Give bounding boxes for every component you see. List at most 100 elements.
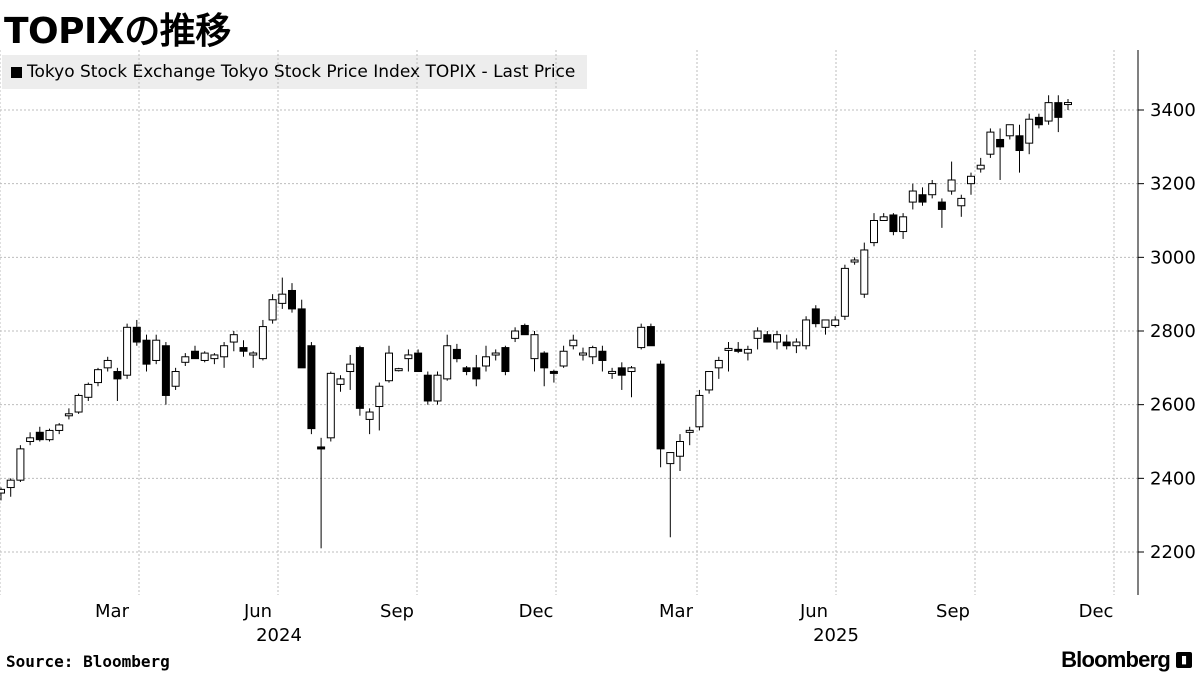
candle (957, 194, 966, 217)
candle-body (724, 347, 733, 351)
x-tick-label: Jun (799, 601, 828, 622)
candle-body (191, 350, 199, 360)
candle (559, 345, 568, 368)
candle-body (918, 194, 927, 203)
candle (142, 334, 151, 372)
candle-body (346, 363, 355, 373)
candle (1005, 124, 1014, 140)
candle (705, 371, 714, 394)
candle (181, 353, 190, 366)
candle-body (375, 385, 384, 408)
candle-body (656, 363, 665, 450)
candle-body (831, 319, 840, 326)
candle-body (792, 341, 801, 347)
candle-body (1034, 116, 1043, 126)
candle (899, 213, 908, 239)
candle-body (559, 350, 568, 367)
candle-body (976, 164, 985, 170)
candle-body (123, 326, 132, 376)
candle (229, 331, 238, 352)
candle (753, 327, 762, 350)
candle (394, 367, 403, 372)
candle-body (782, 341, 791, 347)
candle-body (297, 308, 306, 369)
candle-body (132, 326, 141, 343)
candle-body (423, 374, 432, 402)
candle-body (1015, 135, 1024, 152)
candle (695, 389, 704, 431)
candle-body (103, 359, 112, 369)
candle-body (220, 345, 229, 358)
candle (414, 349, 423, 373)
candle (656, 360, 665, 468)
candles (0, 95, 1072, 549)
y-tick-label: 2800 (1150, 321, 1196, 342)
candle-body (443, 345, 452, 380)
candle-body (1054, 102, 1063, 118)
x-tick-label: Dec (519, 601, 554, 622)
candle (608, 367, 617, 379)
candle-body (879, 216, 888, 221)
candle (423, 371, 432, 405)
candle (64, 408, 73, 420)
candle-body (55, 424, 64, 431)
candle-body (326, 372, 335, 439)
candle-body (646, 326, 655, 347)
candle (821, 319, 830, 335)
candle-body (161, 345, 170, 396)
candle (385, 345, 393, 383)
candle-body (462, 367, 471, 373)
candle-body (452, 348, 461, 360)
candle (452, 343, 461, 363)
y-tick-label: 2200 (1150, 542, 1196, 563)
candle-body (530, 334, 539, 360)
candle-body (588, 347, 597, 358)
candle-body (94, 369, 102, 384)
candle-body (986, 131, 995, 155)
candle-body (229, 334, 238, 343)
x-tick-label: Dec (1079, 601, 1114, 622)
candle-body (84, 383, 93, 398)
y-tick-label: 2600 (1150, 395, 1196, 416)
candle (1015, 124, 1024, 173)
candle (472, 354, 481, 387)
candle (336, 375, 345, 392)
candle (802, 316, 811, 350)
candle-body (617, 367, 626, 376)
x-year-label: 2024 (256, 625, 302, 646)
candle-body (695, 394, 704, 428)
candle-body (947, 179, 956, 192)
candle (16, 445, 25, 483)
candle (74, 393, 83, 414)
x-tick-label: Sep (936, 601, 970, 622)
candle (928, 179, 937, 199)
candle (588, 345, 597, 365)
candle-body (511, 330, 520, 339)
candle-body (142, 339, 151, 365)
candle-body (714, 359, 723, 369)
candle (355, 345, 364, 416)
candle (908, 183, 917, 210)
candle (870, 213, 878, 247)
candle (443, 334, 452, 381)
candle-body (996, 138, 1005, 148)
candle-body (404, 354, 413, 360)
candle (45, 428, 54, 442)
candle (879, 213, 888, 221)
candle (627, 365, 636, 398)
candle (1044, 95, 1053, 125)
candle (724, 342, 733, 372)
candle-body (627, 367, 636, 373)
candle (840, 264, 849, 320)
candle (404, 349, 413, 372)
axes: 2200 2400 2600 2800 3000 3200 3400 Mar Jun Sep Dec… (95, 50, 1196, 646)
candle (937, 198, 946, 228)
candle (549, 369, 558, 383)
candle (685, 426, 694, 446)
candle (103, 356, 112, 372)
candle-body (45, 429, 54, 441)
candle (579, 347, 587, 361)
x-tick-label: Sep (380, 601, 414, 622)
candle (792, 338, 801, 354)
